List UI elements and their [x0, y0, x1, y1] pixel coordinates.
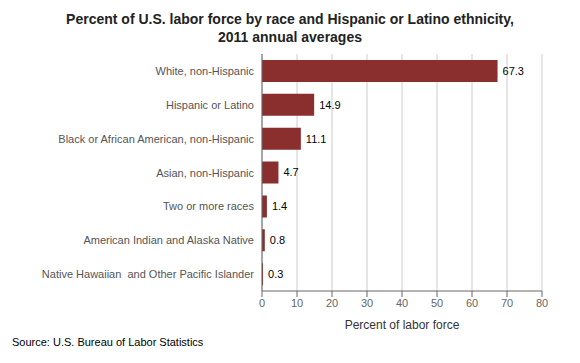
svg-text:0.8: 0.8 [270, 234, 285, 246]
svg-text:4.7: 4.7 [283, 166, 298, 178]
svg-text:Percent of labor force: Percent of labor force [345, 318, 460, 332]
svg-text:Native Hawaiian and Other Pac: Native Hawaiian and Other Pacific Island… [42, 268, 254, 280]
svg-text:Asian, non-Hispanic: Asian, non-Hispanic [156, 167, 254, 179]
svg-text:10: 10 [291, 297, 303, 309]
svg-text:0: 0 [259, 297, 265, 309]
svg-text:1.4: 1.4 [272, 200, 287, 212]
html-text:Percent of U.S. labor force by: Percent of U.S. labor force by race and … [66, 11, 514, 27]
svg-text:40: 40 [396, 297, 408, 309]
svg-text:67.3: 67.3 [503, 65, 524, 77]
svg-text:20: 20 [326, 297, 338, 309]
svg-text:80: 80 [536, 297, 548, 309]
svg-text:70: 70 [501, 297, 513, 309]
html-text:Source: U.S. Bureau of Labor S: Source: U.S. Bureau of Labor Statistics [12, 336, 204, 348]
svg-text:11.1: 11.1 [306, 133, 327, 145]
svg-text:American Indian and Alaska Nat: American Indian and Alaska Native [83, 234, 254, 246]
svg-text:White, non-Hispanic: White, non-Hispanic [156, 65, 255, 77]
svg-text:60: 60 [466, 297, 478, 309]
svg-text:50: 50 [431, 297, 443, 309]
svg-text:Black or African American, non: Black or African American, non-Hispanic [58, 133, 254, 145]
svg-text:30: 30 [361, 297, 373, 309]
svg-text:Two or more races: Two or more races [163, 200, 255, 212]
html-text:2011 annual averages: 2011 annual averages [218, 29, 362, 45]
svg-text:Hispanic or Latino: Hispanic or Latino [166, 99, 254, 111]
svg-text:14.9: 14.9 [319, 99, 340, 111]
svg-text:0.3: 0.3 [268, 268, 283, 280]
